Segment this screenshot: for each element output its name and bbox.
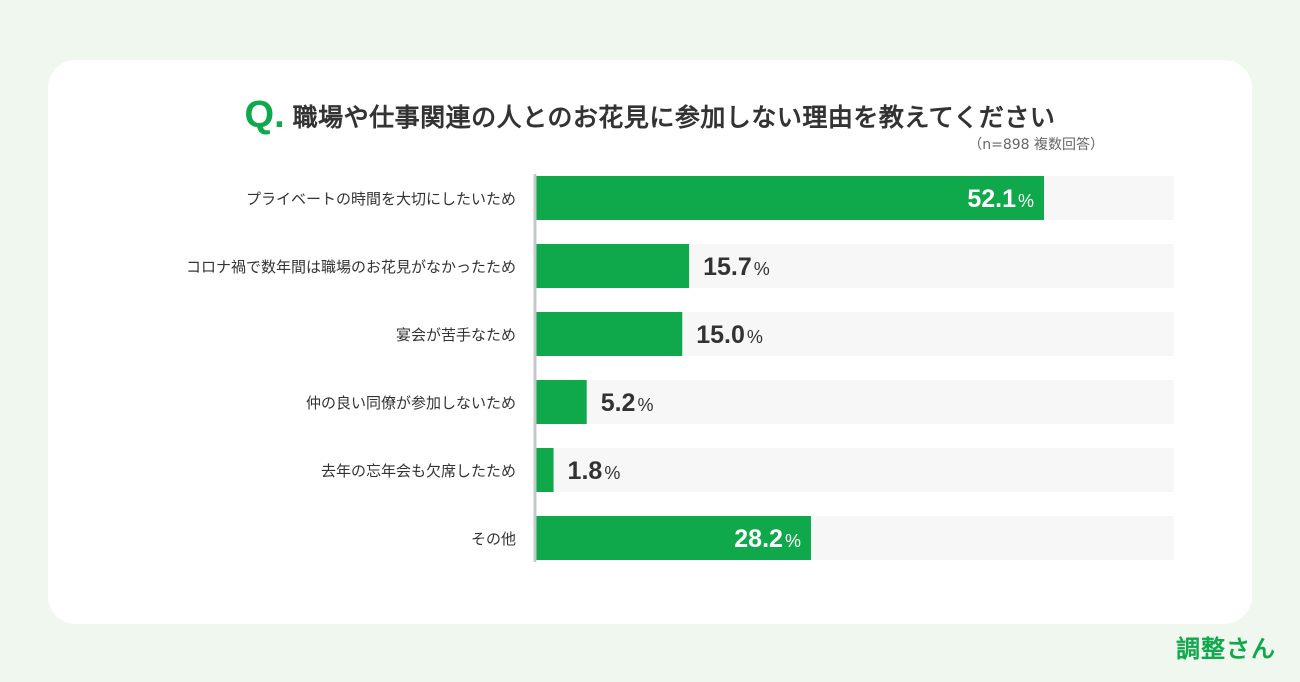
question-text: 職場や仕事関連の人とのお花見に参加しない理由を教えてください xyxy=(292,102,1056,132)
bar xyxy=(536,516,811,560)
category-label: プライベートの時間を大切にしたいため xyxy=(246,190,516,208)
bar xyxy=(536,244,690,288)
category-label: その他 xyxy=(471,530,516,548)
q-mark: Q. xyxy=(244,94,285,136)
category-label: コロナ禍で数年間は職場のお花見がなかったため xyxy=(186,258,516,276)
bar-track xyxy=(536,380,1174,424)
bar-track xyxy=(536,448,1174,492)
value-label: 5.2% xyxy=(601,389,654,417)
value-label: 1.8% xyxy=(568,457,621,485)
bar xyxy=(536,380,587,424)
bar xyxy=(536,312,683,356)
value-label: 28.2% xyxy=(734,525,801,553)
category-label: 去年の忘年会も欠席したため xyxy=(321,462,516,480)
sample-note: （n=898 複数回答） xyxy=(968,137,1104,153)
category-label: 宴会が苦手なため xyxy=(396,326,516,344)
bar xyxy=(536,448,554,492)
question-title: Q. 職場や仕事関連の人とのお花見に参加しない理由を教えてください xyxy=(48,94,1252,136)
value-label: 15.7% xyxy=(703,253,770,281)
category-label: 仲の良い同僚が参加しないため xyxy=(306,394,516,412)
brand-logo: 調整さん xyxy=(1176,635,1276,663)
value-label: 15.0% xyxy=(696,321,763,349)
value-label: 52.1% xyxy=(967,185,1034,213)
bar xyxy=(536,176,1044,220)
